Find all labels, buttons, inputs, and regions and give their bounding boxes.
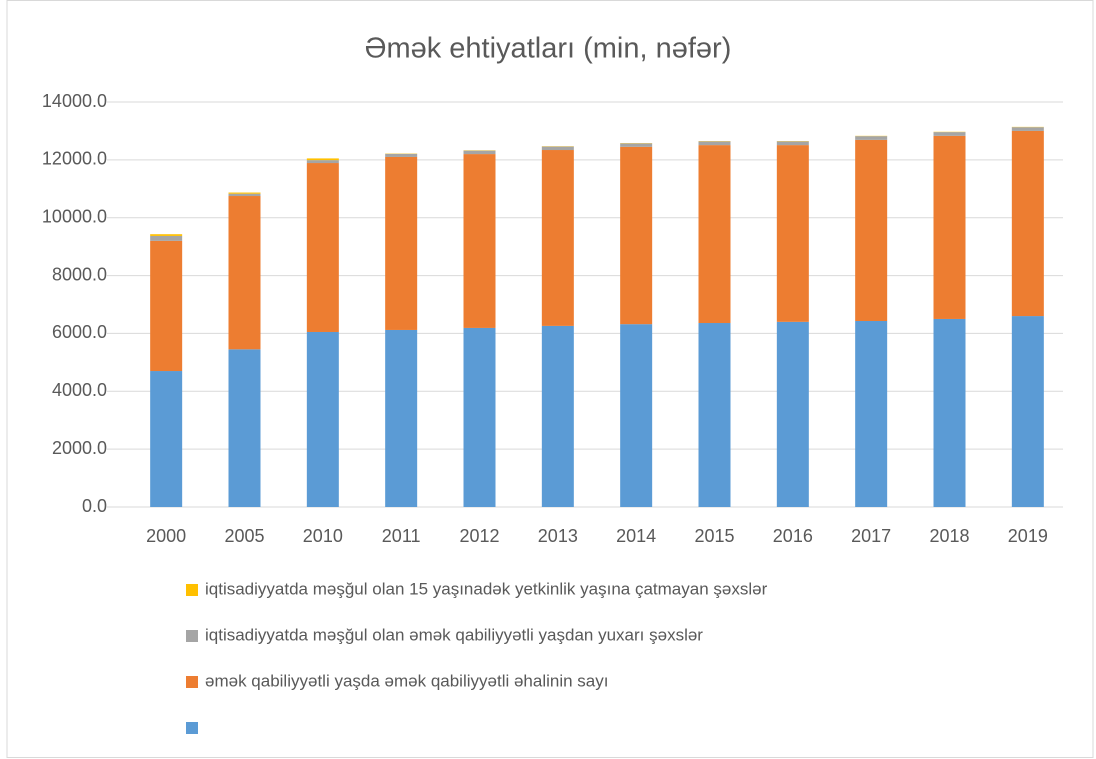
bar-segment: [698, 323, 731, 507]
x-tick-label: 2014: [616, 526, 656, 546]
bar-segment: [541, 150, 574, 326]
bar-segment: [620, 146, 653, 325]
bar-segment: [1011, 127, 1044, 131]
legend-swatch: [186, 722, 198, 734]
bar-segment: [933, 132, 966, 136]
bar-segment: [698, 141, 731, 146]
bar-segment: [306, 160, 339, 164]
bar-segment: [228, 196, 261, 350]
bar-segment: [776, 145, 809, 322]
x-tick-label: 2013: [538, 526, 578, 546]
x-tick-label: 2000: [146, 526, 186, 546]
bar-segment: [150, 235, 183, 241]
legend-swatch: [186, 584, 198, 596]
bar-segment: [698, 145, 731, 324]
x-tick-label: 2012: [459, 526, 499, 546]
bar-segment: [776, 141, 809, 146]
bar-segment: [385, 153, 418, 157]
bar-segment: [933, 135, 966, 319]
y-tick-label: 14000.0: [42, 91, 107, 111]
bar-segment: [933, 318, 966, 507]
bar-segment: [385, 329, 418, 507]
x-tick-label: 2010: [303, 526, 343, 546]
y-tick-label: 0.0: [82, 496, 107, 516]
chart-title: Əmək ehtiyatları (min, nəfər): [365, 33, 732, 65]
x-tick-label: 2018: [929, 526, 969, 546]
bar-segment: [1011, 130, 1044, 317]
bar-segment: [855, 136, 888, 140]
bar-segment: [620, 324, 653, 507]
bar-segment: [228, 193, 261, 197]
x-tick-label: 2015: [694, 526, 734, 546]
legend-swatch: [186, 630, 198, 642]
bar-segment: [541, 325, 574, 507]
y-tick-label: 2000.0: [52, 438, 107, 458]
bar-segment: [541, 146, 574, 151]
y-tick-label: 4000.0: [52, 380, 107, 400]
bar-segment: [306, 158, 339, 161]
legend-text: iqtisadiyyatda məşğul olan əmək qabiliyy…: [205, 625, 703, 644]
bar-segment: [150, 234, 183, 236]
y-tick-label: 10000.0: [42, 206, 107, 226]
legend-swatch: [186, 676, 198, 688]
x-tick-label: 2005: [224, 526, 264, 546]
x-tick-label: 2011: [382, 526, 421, 546]
legend-text: əmək qabiliyyətli yaşda əmək qabiliyyətl…: [205, 671, 608, 690]
bar-segment: [150, 371, 183, 507]
bar-segment: [385, 156, 418, 330]
bar-segment: [620, 143, 653, 147]
x-tick-label: 2019: [1008, 526, 1048, 546]
y-tick-label: 8000.0: [52, 264, 107, 284]
bar-segment: [776, 321, 809, 507]
bar-segment: [306, 163, 339, 332]
bar-segment: [150, 240, 183, 372]
bar-segment: [306, 331, 339, 507]
bar-segment: [463, 150, 496, 155]
bar-segment: [228, 349, 261, 507]
legend-text: iqtisadiyyatda məşğul olan 15 yaşınadək …: [205, 579, 768, 598]
x-tick-label: 2016: [773, 526, 813, 546]
bar-segment: [855, 320, 888, 507]
y-tick-label: 6000.0: [52, 322, 107, 342]
bar-segment: [855, 139, 888, 321]
y-tick-label: 12000.0: [42, 149, 107, 169]
bar-segment: [228, 192, 261, 194]
bar-segment: [1011, 316, 1044, 507]
bar-segment: [463, 154, 496, 328]
x-tick-label: 2017: [851, 526, 891, 546]
bar-segment: [463, 327, 496, 507]
